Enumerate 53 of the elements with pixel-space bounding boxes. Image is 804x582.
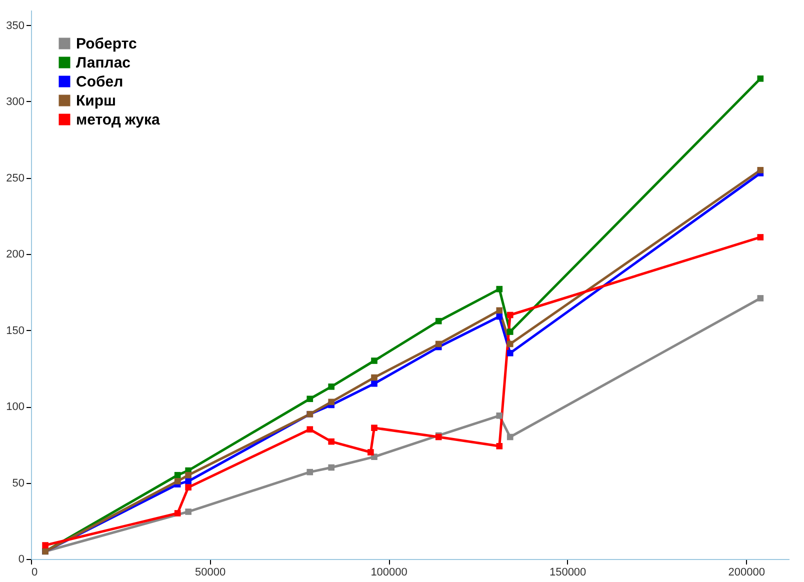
point xyxy=(306,396,314,402)
point xyxy=(435,340,442,348)
point xyxy=(757,295,764,302)
y-tick-label: 100 xyxy=(6,401,24,413)
point xyxy=(506,328,514,335)
point xyxy=(185,472,192,478)
legend-label: Собел xyxy=(76,74,124,90)
point xyxy=(174,478,181,484)
y-tick-label: 0 xyxy=(18,554,24,566)
x-tick-label: 200000 xyxy=(728,566,765,578)
y-tick-label: 150 xyxy=(6,324,24,337)
legend-label: Кирш xyxy=(76,92,116,110)
point xyxy=(371,424,378,432)
point xyxy=(506,312,514,318)
point xyxy=(757,166,764,174)
y-tick-label: 350 xyxy=(6,20,24,32)
point xyxy=(328,464,335,471)
legend-label: Робертс xyxy=(76,36,137,52)
point xyxy=(306,426,314,433)
point xyxy=(174,510,181,516)
point xyxy=(496,307,503,314)
point xyxy=(371,358,378,364)
point xyxy=(328,438,335,445)
point xyxy=(306,468,314,476)
point xyxy=(506,340,514,348)
y-tick-label: 250 xyxy=(6,172,24,184)
point xyxy=(496,442,503,450)
x-tick-label: 100000 xyxy=(370,566,408,578)
legend-label: метод жука xyxy=(76,112,161,128)
point xyxy=(42,542,48,548)
point xyxy=(435,318,442,324)
point xyxy=(496,286,503,292)
y-tick-label: 50 xyxy=(12,477,24,490)
legend-label: Лаплас xyxy=(76,54,131,72)
point xyxy=(371,380,378,387)
point xyxy=(185,508,192,515)
x-tick-label: 150000 xyxy=(549,566,586,578)
point xyxy=(174,472,181,478)
point xyxy=(368,449,374,456)
point xyxy=(506,434,514,440)
point xyxy=(757,75,764,82)
point xyxy=(371,374,378,381)
y-tick-label: 200 xyxy=(6,248,24,260)
point xyxy=(506,350,514,356)
x-tick-label: 50000 xyxy=(194,566,226,578)
point xyxy=(328,398,335,406)
point xyxy=(328,384,335,390)
x-tick-label: 0 xyxy=(32,566,38,578)
y-tick-label: 300 xyxy=(6,96,24,108)
point xyxy=(496,412,503,419)
point xyxy=(757,234,764,240)
point xyxy=(185,484,192,490)
point xyxy=(496,313,503,320)
